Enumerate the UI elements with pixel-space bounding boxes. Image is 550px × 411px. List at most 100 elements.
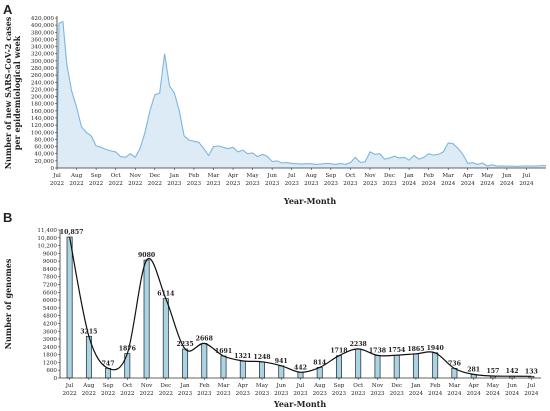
panel-b-y-ticks: 0600120018002400300036004200480054006000… [37,228,60,382]
panel-b-x-tick-year: 2023 [178,391,193,397]
panel-a-y-tick-label: 0 [50,166,54,172]
panel-a-x-tick-year: 2022 [69,181,84,187]
panel-b-x-tick-year: 2024 [486,391,501,397]
panel-a-y-tick-label: 220,000 [31,87,55,93]
panel-b-x-tick-month: Dec [391,383,402,389]
panel-a-x-tick-month: Apr [462,173,474,179]
panel-a-y-tick-label: 120,000 [31,123,55,129]
bar [432,352,439,379]
bar-data-label: 1940 [427,345,445,352]
bar-data-label: 157 [486,368,499,375]
panel-a-x-tick-year: 2023 [187,181,202,187]
panel-b-x-tick-month: Nov [372,383,384,389]
panel-a-y-axis-title-line1: Number of new SARS-CoV-2 cases [3,16,13,169]
panel-b-x-tick-year: 2024 [505,391,520,397]
bar [336,355,342,379]
bar-data-label: 941 [275,358,288,365]
panel-a-x-tick-year: 2024 [461,181,476,187]
panel-b-x-tick-month: Mar [449,383,461,389]
panel-b-x-tick-month: Dec [160,383,171,389]
panel-b-y-tick-label: 10,200 [37,244,57,250]
panel-a-x-tick-month: Oct [111,173,122,179]
panel-b-data-labels: 10,857 3215 747 1876 9080 6114 223526681691132… [60,229,538,375]
panel-b-y-tick-label: 1800 [43,353,58,359]
panel-b-x-tick-month: Jan [179,383,190,389]
panel-b-x-tick-year: 2023 [351,391,366,397]
panel-b-y-tick-label: 7800 [43,275,58,281]
panel-b-x-tick-year: 2024 [524,391,539,397]
panel-a-x-tick-month: Feb [189,173,200,179]
bar-data-label: 1754 [388,347,406,354]
bar [201,343,208,379]
panel-a-x-tick-year: 2023 [226,181,241,187]
panel-b-x-tick-year: 2024 [409,391,424,397]
panel-a-x-tick-month: Aug [305,173,318,179]
bar-data-label: 10,857 [60,229,84,236]
panel-b-y-tick-label: 8400 [43,267,58,273]
panel-a-x-tick-month: Apr [227,173,239,179]
panel-a-x-tick-month: May [246,173,259,179]
panel-b-y-tick-label: 4800 [43,314,58,320]
bar [278,365,285,379]
panel-b-x-tick-month: Nov [141,383,153,389]
panel-a-x-tick-month: Aug [70,173,83,179]
panel-b-x-tick-month: Jul [65,383,74,389]
panel-a-y-tick-label: 80,000 [34,137,54,143]
bar [105,367,112,379]
panel-a-x-tick-year: 2024 [480,181,495,187]
bar-data-label: 142 [506,368,519,375]
panel-a-x-tick-year: 2023 [245,181,260,187]
bar-data-label: 1718 [330,348,347,355]
panel-b-y-tick-label: 6000 [43,298,58,304]
bar [297,371,304,379]
panel-b-x-tick-year: 2023 [293,391,308,397]
panel-b-y-tick-label: 9000 [43,259,58,265]
bar [143,259,150,379]
panel-a-x-tick-month: Jun [266,173,277,179]
bar [316,367,323,379]
panel-b-axes [59,230,541,379]
panel-a-x-tick-year: 2023 [167,181,182,187]
panel-b-x-tick-month: Apr [237,383,249,389]
panel-b-x-tick-year: 2022 [82,391,97,397]
panel-a-x-ticks: Jul 2022 Aug 2022 Sep 2022 Oct 2022 Nov 2022 Dec 20… [50,168,534,187]
panel-a-x-tick-year: 2024 [422,181,437,187]
bar [393,354,400,379]
panel-b-x-tick-month: Jun [276,383,287,389]
bar-data-label: 1876 [119,346,136,353]
panel-b-x-tick-month: Feb [430,383,441,389]
panel-b-x-tick-year: 2022 [139,391,154,397]
panel-b-x-tick-month: Aug [313,383,326,389]
panel-b-x-tick-month: Oct [353,383,364,389]
panel-b-y-tick-label: 3000 [43,337,58,343]
panel-a-y-tick-label: 260,000 [31,73,55,79]
panel-a-y-axis-title: Number of new SARS-CoV-2 cases per epidem… [3,16,22,169]
bar [374,355,381,379]
panel-b-x-tick-month: Mar [218,383,230,389]
panel-b-y-tick-label: 2400 [43,345,58,351]
panel-a-line [56,20,547,167]
panel-b-x-tick-month: May [256,383,269,389]
bar-data-label: 2668 [196,335,213,342]
bar [259,361,265,379]
panel-a-x-axis-title: Year-Month [283,196,337,206]
bar-data-label: 1691 [215,348,232,355]
panel-a-label: A [3,2,13,17]
panel-a-x-tick-month: Mar [442,173,454,179]
panel-b-x-tick-month: Jul [296,383,305,389]
panel-a-x-tick-year: 2024 [402,181,417,187]
panel-b-x-tick-year: 2022 [62,391,77,397]
panel-a-y-tick-label: 140,000 [31,116,55,122]
panel-a-x-tick-month: Sep [325,173,336,179]
bar-data-label: 442 [294,364,307,371]
panel-b-x-tick-year: 2023 [236,391,251,397]
bar-data-label: 281 [467,366,480,373]
bar-data-label: 736 [448,360,461,367]
panel-b-x-tick-year: 2023 [255,391,270,397]
panel-b-y-tick-label: 11,400 [37,228,57,234]
panel-a-y-tick-label: 420,000 [31,16,55,22]
bar-data-label: 1865 [407,346,424,353]
panel-a-x-tick-year: 2023 [265,181,280,187]
panel-a-x-tick-year: 2022 [89,181,104,187]
